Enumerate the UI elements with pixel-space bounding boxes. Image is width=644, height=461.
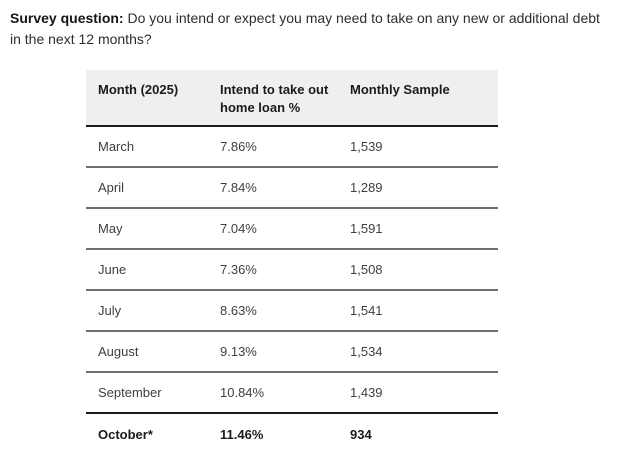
survey-results-table: Month (2025) Intend to take out home loa… <box>86 70 498 455</box>
cell-intend-pct: 8.63% <box>208 291 338 332</box>
cell-month: March <box>86 127 208 168</box>
cell-month: August <box>86 332 208 373</box>
survey-question: Survey question: Do you intend or expect… <box>10 8 607 50</box>
cell-monthly-sample: 1,439 <box>338 373 498 414</box>
cell-intend-pct: 9.13% <box>208 332 338 373</box>
table-header: Month (2025) Intend to take out home loa… <box>86 70 498 127</box>
cell-monthly-sample: 1,534 <box>338 332 498 373</box>
survey-question-text: Do you intend or expect you may need to … <box>10 10 600 47</box>
survey-question-label: Survey question: <box>10 10 124 26</box>
cell-monthly-sample: 1,591 <box>338 209 498 250</box>
cell-monthly-sample: 934 <box>350 427 372 442</box>
cell-monthly-sample: 1,289 <box>338 168 498 209</box>
cell-intend-pct: 11.46% <box>220 427 264 442</box>
header-cell-month: Month (2025) <box>86 70 208 127</box>
table-row: September 10.84% 1,439 <box>86 373 498 414</box>
cell-month: July <box>86 291 208 332</box>
table-row: June 7.36% 1,508 <box>86 250 498 291</box>
cell-monthly-sample: 1,539 <box>338 127 498 168</box>
cell-month: June <box>86 250 208 291</box>
cell-month: October* <box>98 427 153 442</box>
cell-intend-pct: 7.04% <box>208 209 338 250</box>
table-row: May 7.04% 1,591 <box>86 209 498 250</box>
table-row: October* 11.46% 934 <box>86 414 498 455</box>
cell-intend-pct: 10.84% <box>208 373 338 414</box>
table-row: April 7.84% 1,289 <box>86 168 498 209</box>
cell-month: April <box>86 168 208 209</box>
cell-intend-pct: 7.86% <box>208 127 338 168</box>
header-cell-intend-pct: Intend to take out home loan % <box>208 70 338 127</box>
cell-intend-pct: 7.84% <box>208 168 338 209</box>
table-row: March 7.86% 1,539 <box>86 127 498 168</box>
cell-month: September <box>86 373 208 414</box>
table-row: August 9.13% 1,534 <box>86 332 498 373</box>
cell-intend-pct: 7.36% <box>208 250 338 291</box>
table-body: March 7.86% 1,539 April 7.84% 1,289 May 7.04% 1,… <box>86 127 498 455</box>
table-row: July 8.63% 1,541 <box>86 291 498 332</box>
header-cell-monthly-sample: Monthly Sample <box>338 70 498 127</box>
cell-monthly-sample: 1,508 <box>338 250 498 291</box>
cell-month: May <box>86 209 208 250</box>
cell-monthly-sample: 1,541 <box>338 291 498 332</box>
table-header-row: Month (2025) Intend to take out home loa… <box>86 70 498 127</box>
